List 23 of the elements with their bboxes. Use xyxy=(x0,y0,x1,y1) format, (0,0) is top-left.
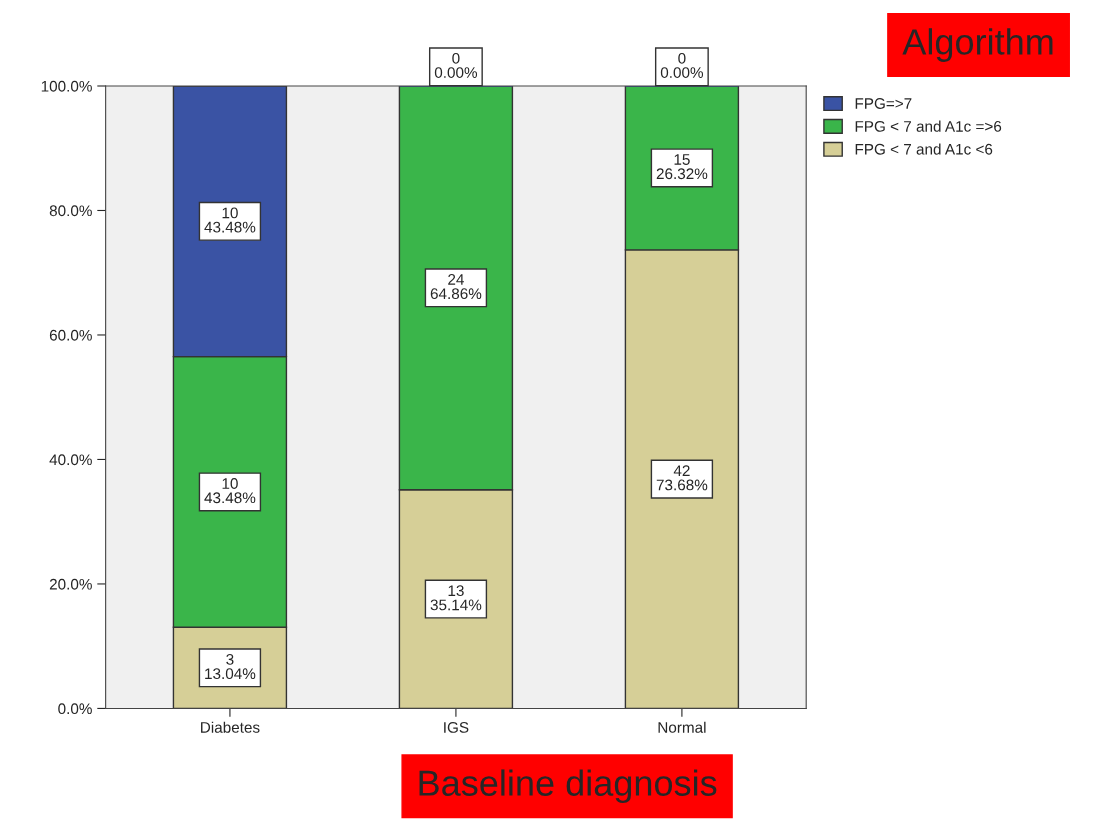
x-axis-title: Baseline diagnosis xyxy=(419,769,717,804)
legend-label: FPG < 7 and A1c <6 xyxy=(855,143,993,155)
data-label: 42 73.68% xyxy=(656,465,708,491)
y-tick-label: 0.0% xyxy=(58,703,92,715)
data-label: 10 43.48% xyxy=(204,478,256,504)
y-tick-label: 60.0% xyxy=(49,329,92,341)
x-tick-label: Normal xyxy=(658,721,706,733)
y-tick-label: 20.0% xyxy=(49,578,92,590)
legend-label: FPG=>7 xyxy=(855,98,912,109)
data-label: 0 0.00% xyxy=(434,52,478,78)
y-tick-label: 80.0% xyxy=(49,205,92,217)
y-tick-label: 40.0% xyxy=(49,454,92,466)
legend-label: FPG < 7 and A1c =>6 xyxy=(855,120,1002,132)
data-label: 13 35.14% xyxy=(430,585,482,611)
data-label: 10 43.48% xyxy=(204,207,256,233)
data-label: 0 0.00% xyxy=(660,52,704,78)
x-tick-label: IGS xyxy=(444,722,469,733)
data-label: 3 13.04% xyxy=(205,654,256,680)
data-label: 24 64.86% xyxy=(430,274,482,300)
y-tick-label: 100.0% xyxy=(41,80,92,92)
legend-title: Algorithm xyxy=(902,28,1053,62)
data-label: 15 26.32% xyxy=(656,154,708,180)
x-tick-label: Diabetes xyxy=(201,721,260,733)
